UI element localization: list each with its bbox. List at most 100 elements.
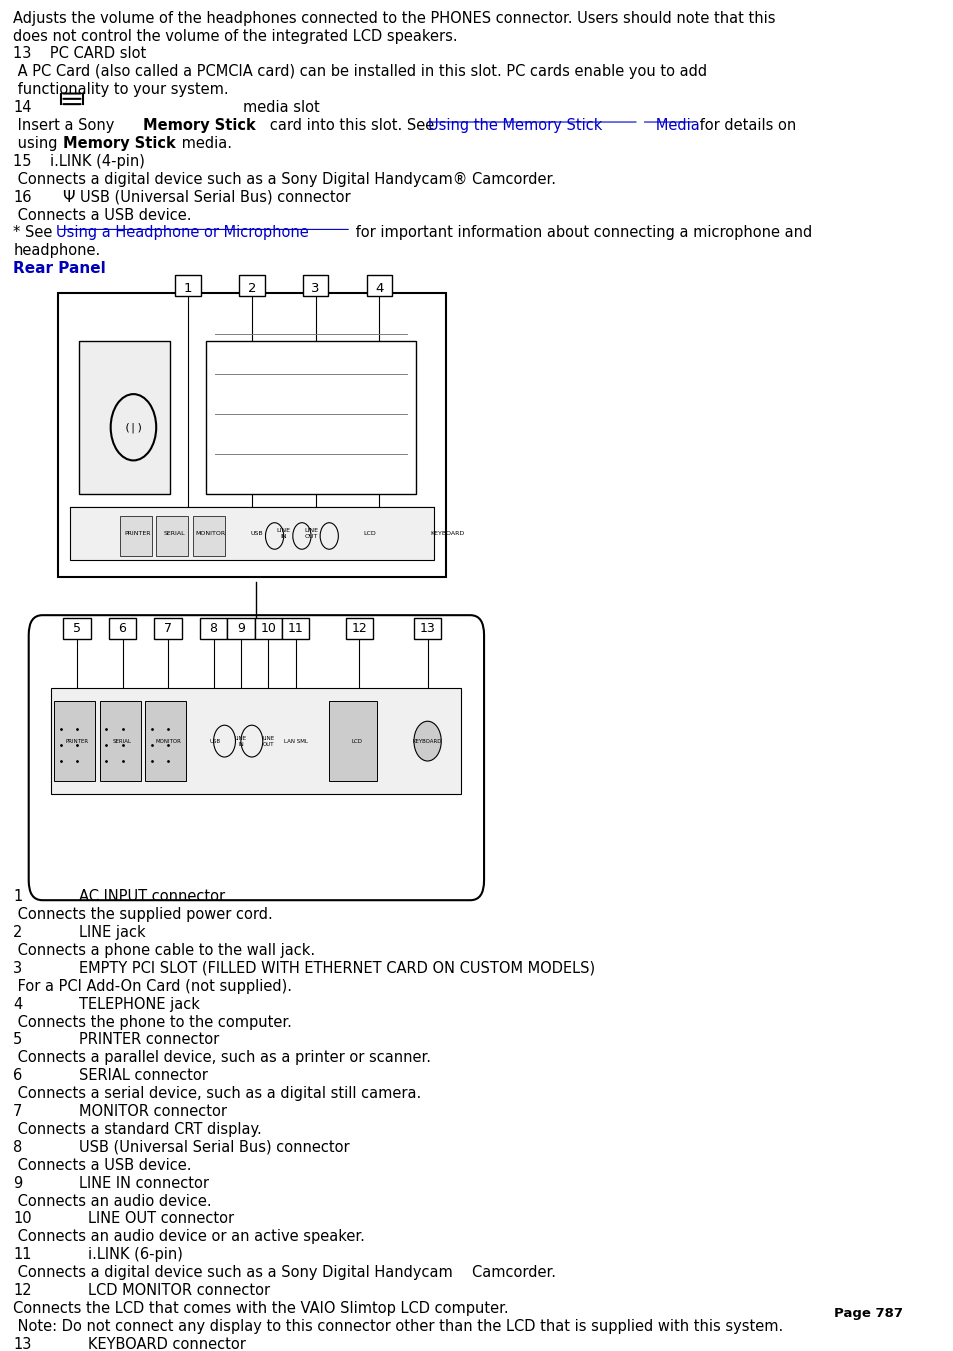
Text: For a PCI Add-On Card (not supplied).: For a PCI Add-On Card (not supplied). (13, 978, 292, 994)
Text: 15    i.LINK (4-pin): 15 i.LINK (4-pin) (13, 154, 145, 169)
Text: 11: 11 (13, 1247, 31, 1262)
Bar (54, 701, 95, 781)
Text: Connects an audio device or an active speaker.: Connects an audio device or an active sp… (13, 1229, 365, 1244)
Text: 5: 5 (13, 1032, 23, 1047)
Text: functionality to your system.: functionality to your system. (13, 82, 229, 97)
Text: USB: USB (210, 739, 221, 743)
Text: Media: Media (641, 118, 699, 132)
Text: i.LINK (6-pin): i.LINK (6-pin) (88, 1247, 183, 1262)
Text: LCD: LCD (363, 531, 376, 536)
Text: 3: 3 (13, 961, 22, 975)
Text: Connects the phone to the computer.: Connects the phone to the computer. (13, 1015, 292, 1029)
Text: for important information about connecting a microphone and: for important information about connecti… (351, 226, 812, 240)
Text: Connects a standard CRT display.: Connects a standard CRT display. (13, 1121, 262, 1138)
Bar (100, 701, 141, 781)
Text: PRINTER: PRINTER (125, 531, 152, 536)
Text: Note: Do not connect any display to this connector other than the LCD that is su: Note: Do not connect any display to this… (13, 1319, 782, 1333)
Circle shape (414, 721, 441, 761)
Text: does not control the volume of the integrated LCD speakers.: does not control the volume of the integ… (13, 28, 457, 43)
Text: 8: 8 (210, 623, 217, 635)
Text: LINE
IN: LINE IN (234, 736, 247, 747)
FancyBboxPatch shape (154, 619, 181, 639)
Text: (|): (|) (123, 422, 143, 432)
FancyBboxPatch shape (254, 619, 281, 639)
FancyBboxPatch shape (200, 619, 227, 639)
Text: 1: 1 (184, 282, 193, 296)
Text: 9: 9 (13, 1175, 23, 1190)
Text: LCD: LCD (351, 739, 362, 743)
Text: Connects a phone cable to the wall jack.: Connects a phone cable to the wall jack. (13, 943, 315, 958)
FancyBboxPatch shape (63, 619, 91, 639)
Bar (51, 688, 461, 794)
Text: LAN SML: LAN SML (283, 739, 307, 743)
Text: using: using (13, 136, 62, 151)
Text: USB (Universal Serial Bus) connector: USB (Universal Serial Bus) connector (80, 189, 350, 204)
FancyBboxPatch shape (366, 274, 392, 296)
Text: 14: 14 (13, 100, 31, 115)
Bar (70, 507, 434, 559)
Text: 16: 16 (13, 189, 31, 204)
Text: card into this slot. See: card into this slot. See (256, 118, 438, 132)
Text: USB (Universal Serial Bus) connector: USB (Universal Serial Bus) connector (79, 1140, 349, 1155)
Text: PRINTER: PRINTER (66, 739, 89, 743)
Text: Ψ: Ψ (62, 189, 75, 204)
Text: LINE jack: LINE jack (79, 925, 145, 940)
Text: Connects an audio device.: Connects an audio device. (13, 1193, 212, 1209)
Text: Connects a USB device.: Connects a USB device. (13, 1158, 192, 1173)
FancyBboxPatch shape (109, 619, 136, 639)
Bar (193, 516, 224, 555)
Text: 4: 4 (13, 997, 23, 1012)
Text: LINE OUT connector: LINE OUT connector (88, 1212, 233, 1227)
Text: for details on: for details on (695, 118, 796, 132)
Bar (79, 340, 170, 493)
FancyBboxPatch shape (281, 619, 309, 639)
Bar (145, 701, 186, 781)
FancyBboxPatch shape (414, 619, 441, 639)
Text: Connects a parallel device, such as a printer or scanner.: Connects a parallel device, such as a pr… (13, 1050, 431, 1066)
Bar (329, 701, 376, 781)
Text: Using the Memory Stick: Using the Memory Stick (427, 118, 601, 132)
Text: SERIAL: SERIAL (112, 739, 132, 743)
Text: Page 787: Page 787 (833, 1308, 902, 1320)
Text: Connects a digital device such as a Sony Digital Handycam  Camcorder.: Connects a digital device such as a Sony… (13, 1265, 556, 1281)
Text: SERIAL: SERIAL (164, 531, 185, 536)
Text: LINE
OUT: LINE OUT (304, 528, 317, 539)
Text: LCD MONITOR connector: LCD MONITOR connector (88, 1283, 270, 1298)
Text: 12: 12 (13, 1283, 31, 1298)
Text: 13: 13 (13, 1336, 31, 1351)
Text: TELEPHONE jack: TELEPHONE jack (79, 997, 199, 1012)
FancyBboxPatch shape (58, 293, 445, 577)
Text: media.: media. (177, 136, 232, 151)
Text: Using a Headphone or Microphone: Using a Headphone or Microphone (56, 226, 309, 240)
Text: KEYBOARD connector: KEYBOARD connector (88, 1336, 246, 1351)
Text: KEYBOARD: KEYBOARD (413, 739, 442, 743)
Text: 12: 12 (351, 623, 367, 635)
FancyBboxPatch shape (345, 619, 373, 639)
Text: Memory Stick: Memory Stick (142, 118, 255, 132)
Text: Connects a digital device such as a Sony Digital Handycam® Camcorder.: Connects a digital device such as a Sony… (13, 172, 556, 186)
FancyBboxPatch shape (302, 274, 328, 296)
Text: 2: 2 (13, 925, 23, 940)
Bar (120, 516, 152, 555)
Text: Connects a USB device.: Connects a USB device. (13, 208, 192, 223)
Text: 13: 13 (419, 623, 435, 635)
Text: 10: 10 (13, 1212, 31, 1227)
Text: Rear Panel: Rear Panel (13, 261, 106, 276)
Text: 6: 6 (13, 1069, 23, 1084)
Text: KEYBOARD: KEYBOARD (430, 531, 464, 536)
Text: Memory Stick: Memory Stick (63, 136, 176, 151)
Text: 6: 6 (118, 623, 127, 635)
Text: 3: 3 (311, 282, 319, 296)
Text: 4: 4 (375, 282, 383, 296)
Text: 13    PC CARD slot: 13 PC CARD slot (13, 46, 147, 61)
Text: PRINTER connector: PRINTER connector (79, 1032, 219, 1047)
FancyBboxPatch shape (175, 274, 201, 296)
Text: USB: USB (250, 531, 262, 536)
Text: 10: 10 (260, 623, 275, 635)
Text: Connects a serial device, such as a digital still camera.: Connects a serial device, such as a digi… (13, 1086, 421, 1101)
Text: 2: 2 (248, 282, 255, 296)
Text: 1: 1 (13, 889, 23, 904)
Text: 5: 5 (72, 623, 81, 635)
Text: Connects the supplied power cord.: Connects the supplied power cord. (13, 907, 273, 923)
Text: EMPTY PCI SLOT (FILLED WITH ETHERNET CARD ON CUSTOM MODELS): EMPTY PCI SLOT (FILLED WITH ETHERNET CAR… (79, 961, 595, 975)
